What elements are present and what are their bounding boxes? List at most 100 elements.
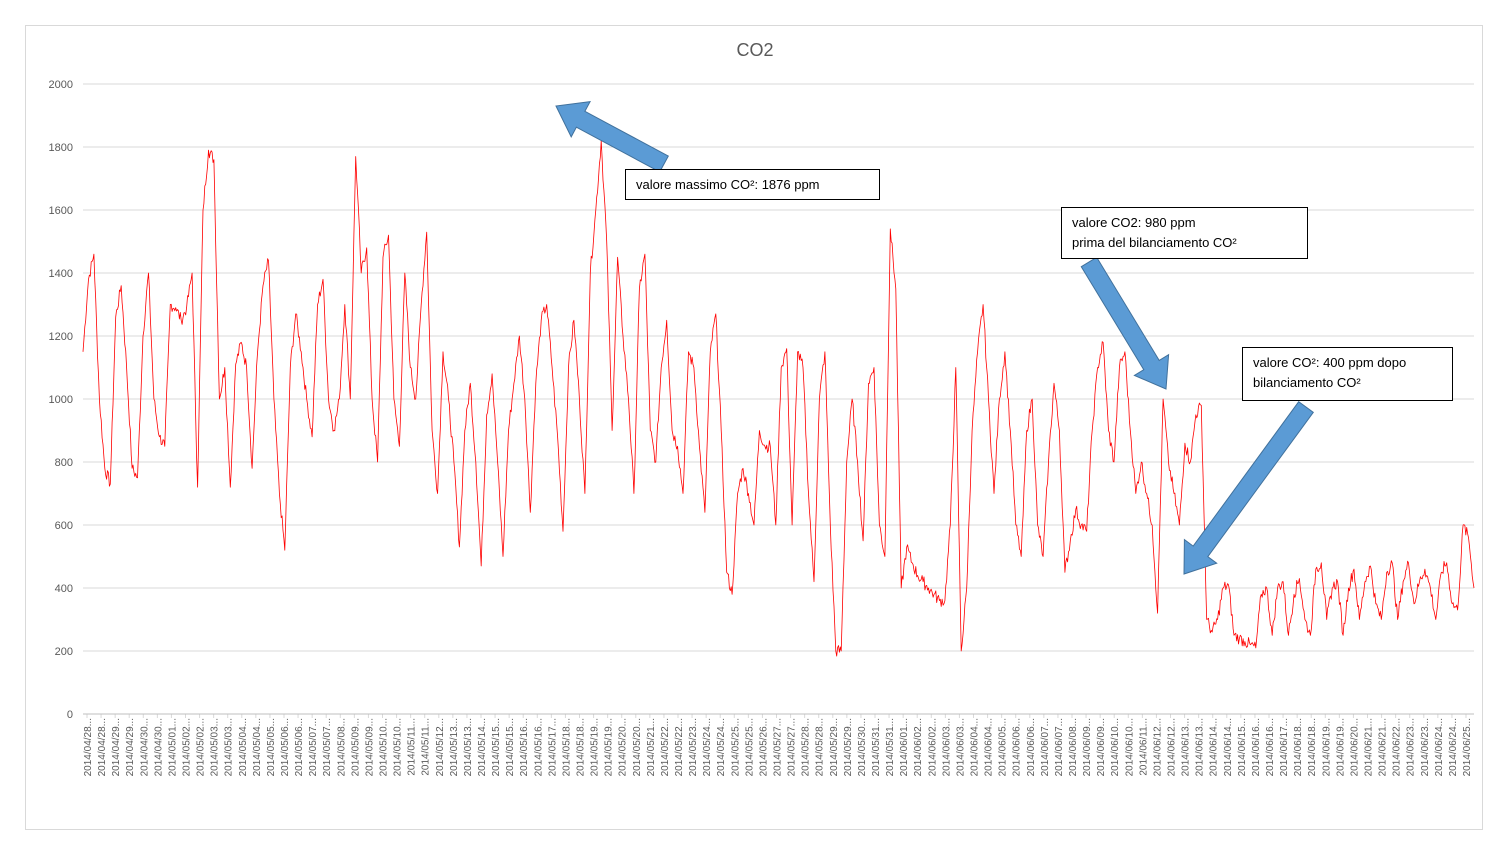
x-tick-label: 2014/05/15...	[491, 718, 502, 776]
x-tick-label: 2014/06/10...	[1124, 718, 1135, 776]
y-tick-label-1600: 1600	[49, 205, 73, 217]
annotation-after-balancing: valore CO²: 400 ppm dopo bilanciamento C…	[1242, 347, 1453, 401]
y-tick-label-1000: 1000	[49, 394, 73, 406]
x-tick-label: 2014/06/12...	[1152, 718, 1163, 776]
x-tick-label: 2014/05/18...	[561, 718, 572, 776]
gridlines	[83, 83, 1474, 715]
x-tick-label: 2014/05/16...	[519, 718, 530, 776]
y-tick-label-800: 800	[55, 457, 73, 469]
x-tick-label: 2014/06/18...	[1293, 718, 1304, 776]
x-tick-label: 2014/05/13...	[449, 718, 460, 776]
x-tick-label: 2014/06/19...	[1335, 718, 1346, 776]
x-tick-label: 2014/06/24...	[1448, 718, 1459, 776]
x-tick-label: 2014/05/24...	[702, 718, 713, 776]
x-tick-label: 2014/06/23...	[1406, 718, 1417, 776]
co2-series-line	[82, 140, 1475, 657]
x-tick-label: 2014/05/20...	[632, 718, 643, 776]
x-tick-label: 2014/06/20...	[1349, 718, 1360, 776]
x-tick-label: 2014/06/18...	[1307, 718, 1318, 776]
x-tick-label: 2014/05/14...	[477, 718, 488, 776]
annotation-before-line-2: prima del bilanciamento CO²	[1072, 235, 1237, 250]
x-tick-label: 2014/05/10...	[379, 718, 390, 776]
x-tick-label: 2014/05/11...	[421, 718, 432, 776]
x-tick-label: 2014/05/21...	[646, 718, 657, 776]
x-tick-label: 2014/06/02...	[913, 718, 924, 776]
x-tick-label: 2014/05/19...	[590, 718, 601, 776]
x-tick-label: 2014/05/09...	[350, 718, 361, 776]
x-tick-label: 2014/05/23...	[688, 718, 699, 776]
x-tick-label: 2014/04/28...	[97, 718, 108, 776]
x-tick-label: 2014/06/09...	[1082, 718, 1093, 776]
x-tick-label: 2014/04/30...	[139, 718, 150, 776]
y-tick-label-1400: 1400	[49, 268, 73, 280]
x-tick-label: 2014/05/11...	[407, 718, 418, 776]
x-tick-label: 2014/05/02...	[182, 718, 193, 776]
x-tick-label: 2014/05/18...	[576, 718, 587, 776]
x-tick-label: 2014/05/03...	[210, 718, 221, 776]
x-tick-label: 2014/05/10...	[393, 718, 404, 776]
x-tick-label: 2014/05/27...	[773, 718, 784, 776]
x-tick-label: 2014/06/13...	[1195, 718, 1206, 776]
x-tick-label: 2014/05/15...	[505, 718, 516, 776]
x-tick-label: 2014/05/17...	[547, 718, 558, 776]
arrow-to-before-balancing	[1080, 256, 1170, 390]
x-tick-label: 2014/06/16...	[1265, 718, 1276, 776]
x-tick-label: 2014/06/14...	[1223, 718, 1234, 776]
x-tick-label: 2014/06/22...	[1392, 718, 1403, 776]
x-tick-label: 2014/06/08...	[1068, 718, 1079, 776]
x-tick-label: 2014/05/22...	[660, 718, 671, 776]
x-tick-label: 2014/06/04...	[984, 718, 995, 776]
annotation-max-line-1: valore massimo CO²: 1876 ppm	[636, 177, 820, 192]
x-tick-label: 2014/06/11...	[1138, 718, 1149, 776]
annotation-after-line-1: valore CO²: 400 ppm dopo	[1253, 355, 1407, 370]
x-tick-label: 2014/05/29...	[829, 718, 840, 776]
x-tick-label: 2014/05/07...	[322, 718, 333, 776]
x-tick-label: 2014/05/06...	[280, 718, 291, 776]
x-tick-label: 2014/05/06...	[294, 718, 305, 776]
x-tick-label: 2014/04/28...	[83, 718, 94, 776]
x-tick-label: 2014/06/02...	[927, 718, 938, 776]
x-tick-label: 2014/05/27...	[787, 718, 798, 776]
x-tick-label: 2014/06/04...	[970, 718, 981, 776]
x-tick-label: 2014/06/15...	[1237, 718, 1248, 776]
annotation-arrows	[555, 100, 1314, 575]
x-tick-label: 2014/05/22...	[674, 718, 685, 776]
x-tick-label: 2014/05/31...	[871, 718, 882, 776]
x-tick-label: 2014/06/09...	[1096, 718, 1107, 776]
x-tick-label: 2014/05/09...	[364, 718, 375, 776]
x-tick-label: 2014/05/08...	[336, 718, 347, 776]
chart-area: CO2 0 200 400 600 800 1000 1200 1400 1600 1800 200…	[25, 25, 1483, 830]
x-axis-ticks: 2014/04/28... 2014/04/28... 2014/04/29... 2…	[83, 713, 1474, 776]
annotation-after-line-2: bilanciamento CO²	[1253, 375, 1361, 390]
annotation-before-line-1: valore CO2: 980 ppm	[1072, 215, 1196, 230]
arrow-to-after-balancing	[1183, 401, 1314, 575]
x-tick-label: 2014/06/21...	[1364, 718, 1375, 776]
x-tick-label: 2014/06/17...	[1279, 718, 1290, 776]
chart-title: CO2	[736, 40, 773, 60]
x-tick-label: 2014/05/26...	[758, 718, 769, 776]
x-tick-label: 2014/05/20...	[618, 718, 629, 776]
y-tick-label-200: 200	[55, 646, 73, 658]
x-tick-label: 2014/06/19...	[1321, 718, 1332, 776]
x-tick-label: 2014/06/05...	[998, 718, 1009, 776]
x-tick-label: 2014/06/25...	[1462, 718, 1473, 776]
x-tick-label: 2014/05/25...	[730, 718, 741, 776]
x-tick-label: 2014/05/29...	[843, 718, 854, 776]
x-tick-label: 2014/04/30...	[153, 718, 164, 776]
x-tick-label: 2014/06/24...	[1434, 718, 1445, 776]
x-tick-label: 2014/06/01...	[899, 718, 910, 776]
x-tick-label: 2014/05/16...	[533, 718, 544, 776]
y-tick-label-600: 600	[55, 520, 73, 532]
x-tick-label: 2014/06/14...	[1209, 718, 1220, 776]
x-tick-label: 2014/05/31...	[885, 718, 896, 776]
x-tick-label: 2014/05/28...	[801, 718, 812, 776]
x-tick-label: 2014/06/13...	[1181, 718, 1192, 776]
x-tick-label: 2014/05/05...	[266, 718, 277, 776]
x-tick-label: 2014/06/21...	[1378, 718, 1389, 776]
x-tick-label: 2014/06/03...	[941, 718, 952, 776]
x-tick-label: 2014/05/28...	[815, 718, 826, 776]
series-layer	[82, 140, 1475, 657]
y-tick-label-400: 400	[55, 583, 73, 595]
x-tick-label: 2014/05/03...	[224, 718, 235, 776]
x-tick-label: 2014/06/06...	[1026, 718, 1037, 776]
